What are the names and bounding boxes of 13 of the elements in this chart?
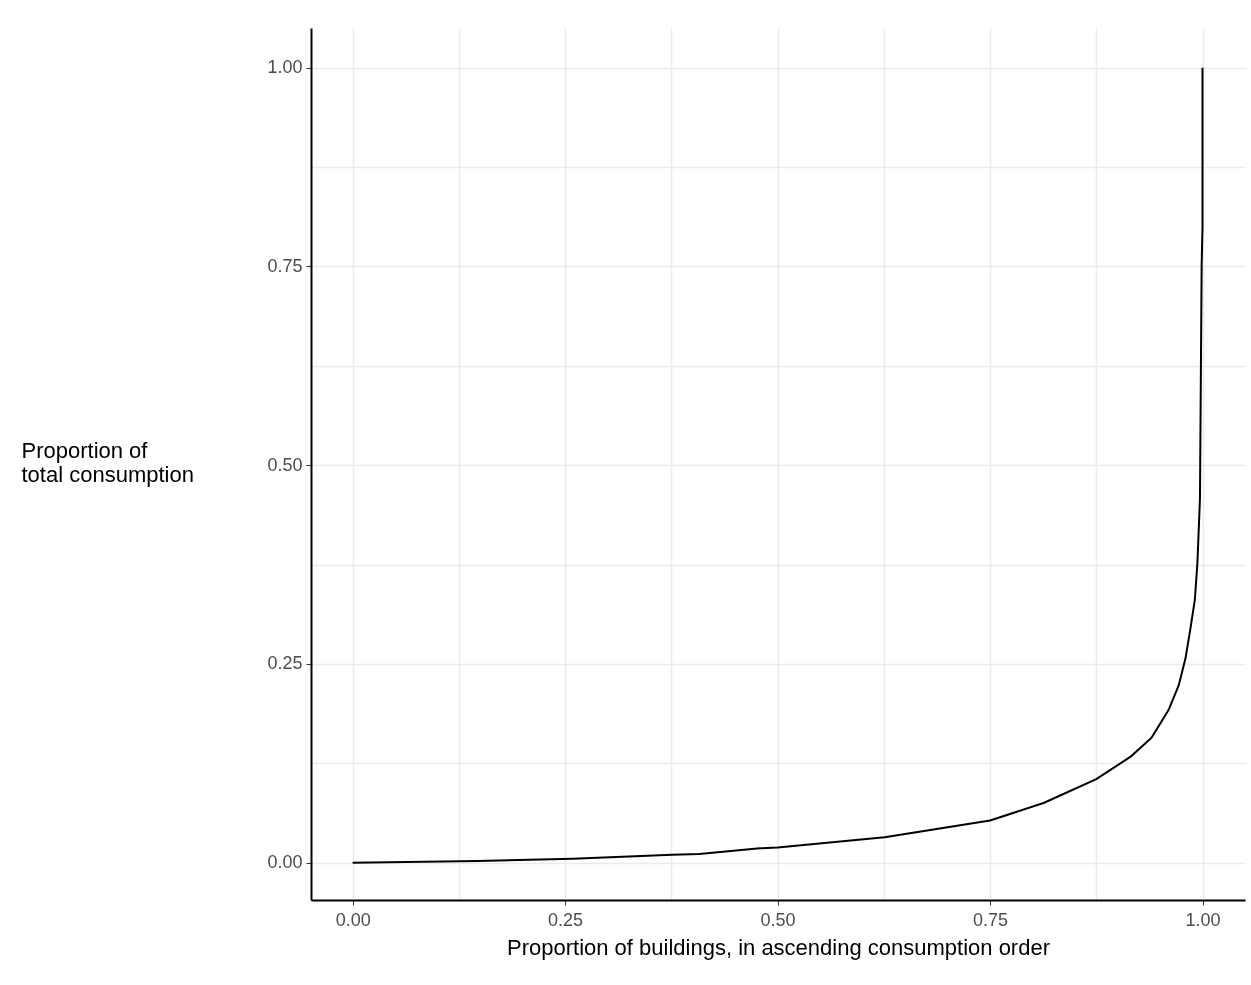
y-tick-label: 0.00 [267, 852, 303, 873]
x-tick-label: 0.25 [548, 909, 584, 930]
y-axis-title: Proportion of total consumption [21, 437, 194, 487]
y-tick-label: 0.25 [267, 653, 303, 674]
line-series [351, 66, 1204, 864]
x-tick-label: 0.00 [335, 909, 371, 930]
x-axis-title: Proportion of buildings, in ascending consumption order [507, 934, 1050, 960]
x-tick-label: 0.75 [973, 909, 1009, 930]
y-tick-label: 1.00 [267, 57, 303, 78]
y-tick-label: 0.50 [267, 454, 303, 475]
y-tick-label: 0.75 [267, 255, 303, 276]
x-tick-label: 1.00 [1185, 909, 1221, 930]
x-tick-label: 0.50 [760, 909, 796, 930]
